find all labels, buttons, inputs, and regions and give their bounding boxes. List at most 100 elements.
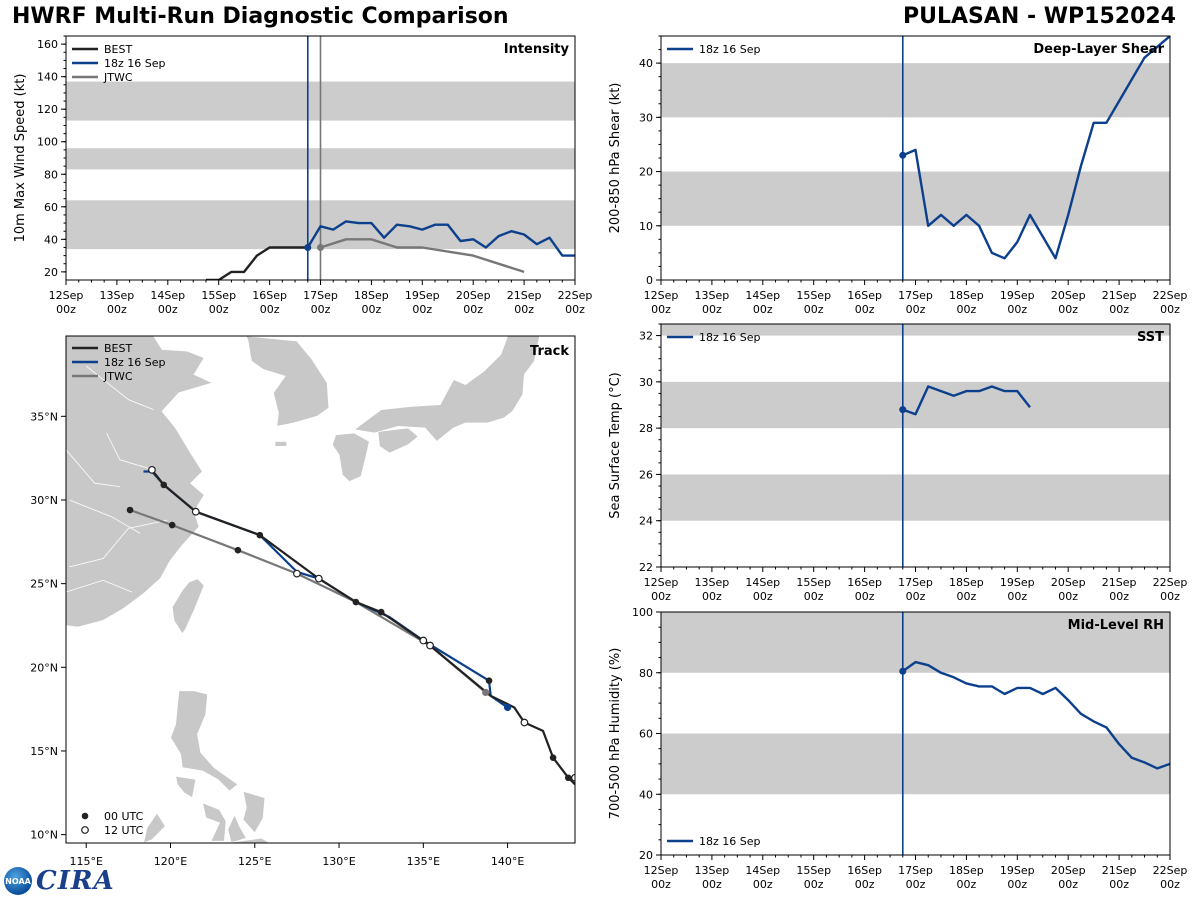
shear-xtick-day: 12Sep bbox=[644, 289, 679, 302]
sst-xtick-day: 20Sep bbox=[1051, 576, 1086, 589]
intensity-legend-label: BEST bbox=[104, 43, 132, 56]
track-xtick-label: 130°E bbox=[322, 855, 355, 868]
sst-xtick-day: 14Sep bbox=[745, 576, 780, 589]
sst-xtick-hour: 00z bbox=[855, 590, 875, 603]
sst-xtick-day: 16Sep bbox=[847, 576, 882, 589]
shear-xtick-label: 22Sep 00z bbox=[1153, 289, 1188, 316]
rh-xtick-hour: 00z bbox=[1160, 878, 1180, 891]
rh-legend-label: 18z 16 Sep bbox=[699, 835, 761, 848]
intensity-xtick-hour: 00z bbox=[463, 303, 483, 316]
rh-xtick-day: 21Sep bbox=[1102, 864, 1137, 877]
rh-xtick-hour: 00z bbox=[906, 878, 926, 891]
rh-xtick-hour: 00z bbox=[753, 878, 773, 891]
intensity-xtick-day: 20Sep bbox=[456, 289, 491, 302]
sst-xtick-label: 20Sep 00z bbox=[1051, 576, 1086, 603]
land-panay-negros bbox=[201, 802, 227, 842]
rh-ytick-label: 40 bbox=[639, 788, 653, 801]
rh-xtick-day: 13Sep bbox=[695, 864, 730, 877]
track-point-00utc bbox=[160, 481, 168, 489]
land-shandong-korea-peninsula bbox=[245, 336, 330, 427]
storm-title: PULASAN - WP152024 bbox=[902, 4, 1176, 29]
shear-xtick-hour: 00z bbox=[957, 303, 977, 316]
rh-xtick-label: 18Sep 00z bbox=[949, 864, 984, 891]
shear-xtick-label: 21Sep 00z bbox=[1102, 289, 1137, 316]
land-luzon bbox=[170, 690, 239, 792]
land-samar-leyte bbox=[242, 790, 266, 834]
track-ytick-label: 10°N bbox=[30, 829, 58, 842]
rh-xtick-hour: 00z bbox=[651, 878, 671, 891]
rh-ylabel: 700-500 hPa Humidity (%) bbox=[608, 648, 623, 820]
sst-xtick-hour: 00z bbox=[1058, 590, 1078, 603]
intensity-plot-area bbox=[66, 36, 575, 280]
shear-xtick-day: 22Sep bbox=[1153, 289, 1188, 302]
track-point-12utc bbox=[148, 465, 156, 474]
rh-plot-area bbox=[661, 612, 1170, 855]
rh-series-0-marker bbox=[899, 667, 907, 675]
cira-logo-text: CIRA bbox=[36, 866, 115, 896]
rh-xtick-label: 20Sep 00z bbox=[1051, 864, 1086, 891]
intensity-xtick-hour: 00z bbox=[107, 303, 127, 316]
intensity-ytick-label: 20 bbox=[44, 266, 58, 279]
sst-ytick-label: 32 bbox=[639, 330, 653, 343]
track-legend-label: BEST bbox=[104, 342, 132, 355]
sst-xtick-hour: 00z bbox=[753, 590, 773, 603]
shear-xtick-label: 17Sep 00z bbox=[898, 289, 933, 316]
track-point-12utc bbox=[520, 718, 529, 727]
land-border-5 bbox=[66, 579, 132, 593]
sst-series-0-line bbox=[902, 385, 1031, 416]
sst-xtick-label: 12Sep 00z bbox=[644, 576, 679, 603]
land-japan-kyushu bbox=[331, 432, 370, 483]
intensity-xtick-hour: 00z bbox=[412, 303, 432, 316]
sst-ytick-label: 22 bbox=[639, 561, 653, 574]
shear-xtick-hour: 00z bbox=[702, 303, 722, 316]
shear-xtick-label: 12Sep 00z bbox=[644, 289, 679, 316]
rh-xtick-hour: 00z bbox=[1109, 878, 1129, 891]
intensity-xtick-day: 21Sep bbox=[507, 289, 542, 302]
intensity-xtick-label: 17Sep 00z bbox=[303, 289, 338, 316]
sst-ytick-label: 24 bbox=[639, 515, 653, 528]
sst-xtick-hour: 00z bbox=[1007, 590, 1027, 603]
shear-xtick-day: 15Sep bbox=[796, 289, 831, 302]
rh-xtick-day: 18Sep bbox=[949, 864, 984, 877]
sst-xtick-label: 21Sep 00z bbox=[1102, 576, 1137, 603]
track-point-12utc bbox=[419, 636, 428, 645]
sst-xtick-day: 12Sep bbox=[644, 576, 679, 589]
intensity-xtick-day: 15Sep bbox=[201, 289, 236, 302]
land-taiwan bbox=[171, 578, 205, 635]
track-ytick-label: 20°N bbox=[30, 661, 58, 674]
track-point-00utc bbox=[168, 521, 176, 529]
rh-xtick-label: 12Sep 00z bbox=[644, 864, 679, 891]
intensity-ytick-label: 40 bbox=[44, 233, 58, 246]
rh-ytick-label: 60 bbox=[639, 728, 653, 741]
track-point-12utc bbox=[571, 773, 575, 782]
shear-xtick-label: 20Sep 00z bbox=[1051, 289, 1086, 316]
track-point-12utc bbox=[191, 507, 200, 516]
intensity-ytick-label: 120 bbox=[37, 103, 58, 116]
sst-xtick-label: 14Sep 00z bbox=[745, 576, 780, 603]
sst-xtick-hour: 00z bbox=[1160, 590, 1180, 603]
track-point-00utc bbox=[377, 608, 385, 616]
sst-ytick-label: 30 bbox=[639, 376, 653, 389]
land-border-2 bbox=[69, 519, 168, 568]
track-legend-label: JTWC bbox=[103, 370, 133, 383]
shear-ytick-label: 20 bbox=[639, 166, 653, 179]
rh-xtick-day: 16Sep bbox=[847, 864, 882, 877]
intensity-ytick-label: 160 bbox=[37, 38, 58, 51]
track-frame bbox=[65, 335, 576, 844]
shear-xtick-hour: 00z bbox=[1160, 303, 1180, 316]
land-mindoro bbox=[175, 775, 197, 799]
intensity-xtick-hour: 00z bbox=[514, 303, 534, 316]
intensity-xtick-hour: 00z bbox=[158, 303, 178, 316]
rh-xtick-hour: 00z bbox=[702, 878, 722, 891]
track-point-00utc bbox=[485, 677, 493, 684]
rh-xtick-hour: 00z bbox=[1058, 878, 1078, 891]
rh-xtick-hour: 00z bbox=[1007, 878, 1027, 891]
intensity-xtick-label: 20Sep 00z bbox=[456, 289, 491, 316]
sst-frame bbox=[660, 323, 1171, 568]
shear-xtick-label: 19Sep 00z bbox=[1000, 289, 1035, 316]
rh-xtick-label: 14Sep 00z bbox=[745, 864, 780, 891]
shear-xtick-label: 13Sep 00z bbox=[695, 289, 730, 316]
